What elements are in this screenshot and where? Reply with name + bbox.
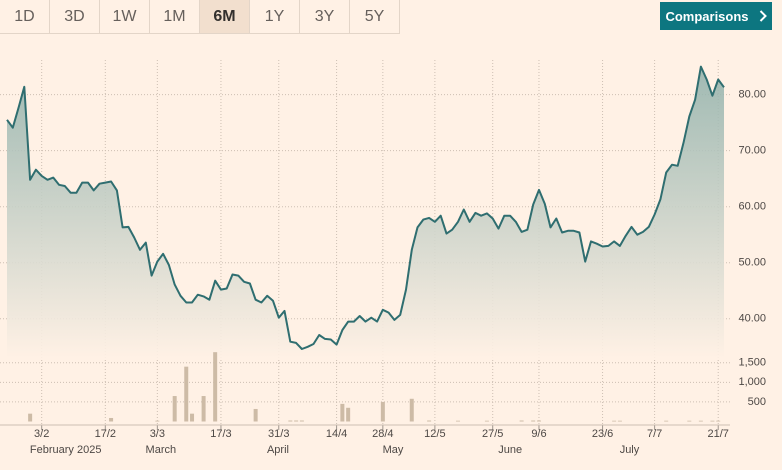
range-button[interactable]: 1D: [0, 0, 50, 34]
volume-bar: [299, 420, 304, 422]
volume-bar: [716, 420, 721, 422]
range-selector: 1D 3D 1W 1M 6M 1Y 3Y 5Y: [0, 0, 400, 34]
volume-bar: [28, 413, 33, 422]
volume-bar: [340, 403, 345, 422]
y-tick-label: 50.00: [738, 257, 766, 269]
range-button[interactable]: 3Y: [300, 0, 350, 34]
volume-bar: [687, 420, 692, 422]
volume-bar: [698, 420, 703, 422]
volume-bar: [155, 420, 160, 422]
y-tick-label: 70.00: [738, 145, 766, 157]
y-tick-label: 40.00: [738, 313, 766, 325]
volume-bar: [427, 420, 432, 422]
volume-bar: [519, 420, 524, 422]
range-button[interactable]: 6M: [200, 0, 250, 34]
x-tick-label: 7/7: [647, 428, 662, 440]
chevron-icon: [759, 10, 767, 22]
range-button[interactable]: 1M: [150, 0, 200, 34]
button-label: Comparisons: [665, 8, 749, 24]
volume-bar: [531, 420, 536, 422]
range-button[interactable]: 1Y: [250, 0, 300, 34]
volume-bar: [190, 413, 195, 422]
volume-bar: [201, 396, 206, 422]
x-tick-label: 31/3: [268, 428, 289, 440]
range-button[interactable]: 5Y: [350, 0, 400, 34]
volume-bar: [294, 420, 299, 422]
y-tick-label: 500: [748, 396, 766, 408]
x-tick-label: 12/5: [424, 428, 445, 440]
volume-bar: [380, 401, 385, 422]
comparisons-button[interactable]: Comparisons: [660, 2, 772, 30]
x-tick-label: 3/3: [150, 428, 165, 440]
volume-bar: [288, 420, 293, 422]
y-tick-label: 1,000: [738, 376, 766, 388]
volume-bar: [184, 366, 189, 422]
month-label: June: [498, 444, 522, 456]
volume-bar: [409, 398, 414, 422]
x-tick-label: 27/5: [482, 428, 503, 440]
volume-bar: [346, 407, 351, 422]
x-tick-label: 28/4: [372, 428, 393, 440]
x-tick-label: 23/6: [592, 428, 613, 440]
month-label: March: [146, 444, 177, 456]
volume-bar: [536, 420, 541, 422]
volume-bar: [456, 420, 461, 422]
x-tick-label: 14/4: [326, 428, 347, 440]
x-tick-label: 21/7: [708, 428, 729, 440]
range-button[interactable]: 3D: [50, 0, 100, 34]
x-tick-label: 17/2: [95, 428, 116, 440]
volume-bar: [172, 396, 177, 422]
y-tick-label: 1,500: [738, 357, 766, 369]
x-tick-label: 9/6: [531, 428, 546, 440]
volume-bar: [664, 420, 669, 422]
x-tick-label: 17/3: [210, 428, 231, 440]
y-tick-label: 80.00: [738, 89, 766, 101]
volume-bar: [612, 420, 617, 422]
price-line: [6, 65, 725, 350]
volume-bar: [109, 417, 114, 422]
volume-bar: [617, 420, 622, 422]
x-tick-label: 3/2: [34, 428, 49, 440]
month-label: February 2025: [30, 444, 102, 456]
volume-bar: [710, 420, 715, 422]
month-label: April: [267, 444, 289, 456]
volume-bar: [484, 420, 489, 422]
month-label: July: [620, 444, 640, 456]
price-area: [7, 66, 724, 358]
y-tick-label: 60.00: [738, 201, 766, 213]
volume-bar: [213, 352, 218, 422]
volume-bar: [253, 408, 258, 422]
range-button[interactable]: 1W: [100, 0, 150, 34]
month-label: May: [383, 444, 404, 456]
